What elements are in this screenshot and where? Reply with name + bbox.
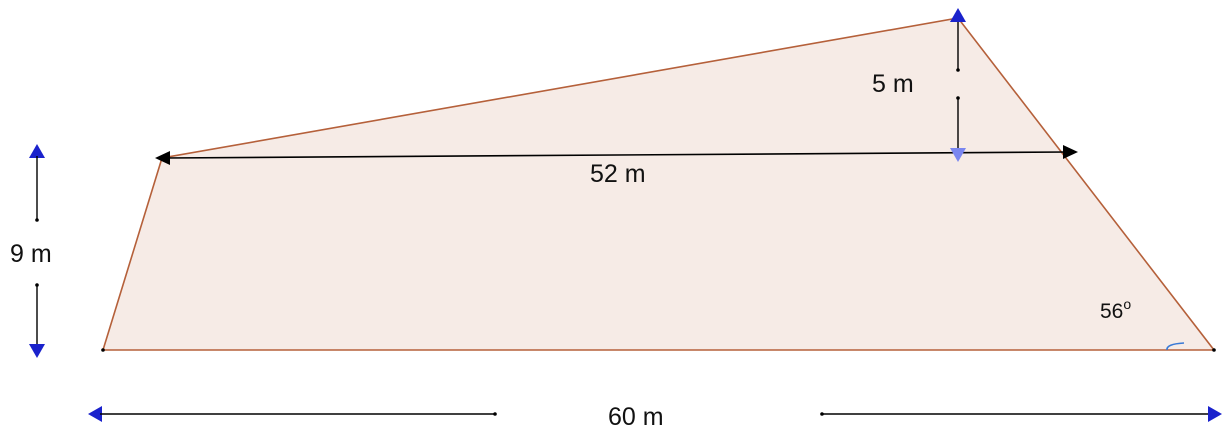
base-tick-left [493,412,497,416]
top-height-tick-upper [956,68,960,72]
field-shape [101,17,1216,351]
angle-arc [1166,342,1185,351]
left-height-tick-upper [35,218,39,222]
base-tick-right [820,412,824,416]
angle-label: 56o [1100,296,1131,323]
left-height-up-arrowhead [29,144,45,158]
angle-value: 56 [1100,300,1123,323]
top-height-down-arrowhead [950,148,966,162]
inner-width-label: 52 m [590,160,646,188]
left-height-down-arrowhead [29,344,45,358]
base-width-label: 60 m [608,403,664,431]
vertex-bottom-left [101,348,105,352]
inner-width-right-arrowhead [1063,145,1078,159]
left-height-tick-lower [35,283,39,287]
vertex-bottom-right [1212,348,1216,352]
top-height-up-arrowhead [950,8,966,22]
left-height-label: 9 m [10,240,52,268]
base-left-arrowhead [88,406,102,422]
inner-width-left-arrowhead [155,151,170,165]
top-height-tick-lower [956,96,960,100]
inner-width-line [164,151,1069,159]
base-right-arrowhead [1208,406,1222,422]
top-height-label: 5 m [872,70,914,98]
angle-degree-mark: o [1123,296,1131,312]
